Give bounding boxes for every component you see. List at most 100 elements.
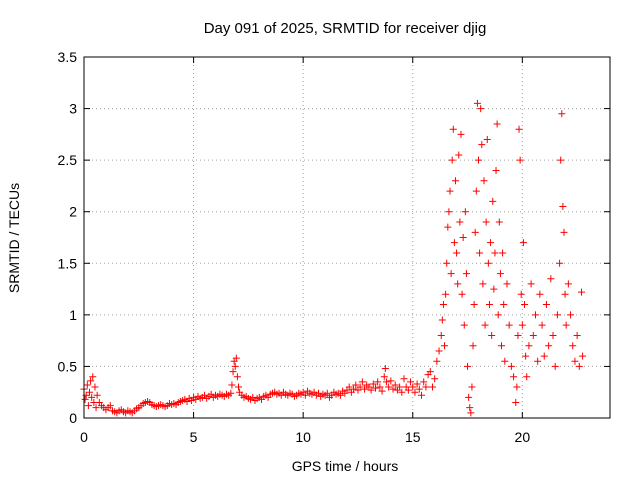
data-point [426,368,434,376]
data-point [453,249,461,257]
x-tick-label: 15 [405,429,421,445]
data-point [385,383,393,391]
data-point [516,156,524,164]
data-point [84,402,92,410]
data-point [228,381,236,389]
data-point [468,383,476,391]
data-point [387,377,395,385]
data-point [551,362,559,370]
data-point [361,385,369,393]
data-point [564,280,572,288]
data-point [472,187,480,195]
data-point [233,373,241,381]
data-point [556,259,564,267]
data-point [437,331,445,339]
data-point [459,234,467,241]
data-point [391,381,399,389]
data-point [466,404,474,412]
data-point [396,383,404,391]
data-point [487,239,495,247]
y-tick-label: 3 [69,101,77,117]
data-point [507,362,515,370]
data-point [538,321,546,329]
y-tick-label: 0 [69,410,77,426]
x-tick-label: 10 [295,429,311,445]
data-point [457,130,465,138]
data-point [513,383,521,391]
data-point [523,373,531,381]
data-point [562,321,570,329]
data-point [413,380,421,388]
data-point [227,389,235,397]
data-point [433,357,441,365]
y-tick-label: 3.5 [58,49,78,65]
data-point [443,259,451,267]
data-point [545,342,553,350]
data-point [549,331,557,339]
data-point [381,364,389,372]
data-point [460,321,468,329]
data-point [336,391,344,399]
data-point [409,383,417,391]
data-point [525,342,533,350]
data-point [505,321,513,329]
data-point [501,357,509,365]
data-point [446,187,454,195]
data-point [500,301,508,309]
data-point [350,385,358,393]
data-point [553,311,561,319]
data-point [435,347,443,355]
data-point [467,409,475,417]
data-point [492,166,500,174]
data-point [92,404,100,412]
data-point [521,301,529,309]
data-point [407,378,415,386]
data-point [499,249,507,257]
data-point [547,275,555,283]
data-point [451,177,459,185]
chart-title: Day 091 of 2025, SRMTID for receiver dji… [204,20,487,37]
data-point [471,228,479,236]
data-point [356,383,364,391]
data-point [231,362,239,370]
data-point [510,373,518,381]
data-point [358,378,366,386]
data-point [536,290,544,298]
data-point [345,383,353,391]
y-axis-label: SRMTID / TECUs [6,183,22,293]
data-point [559,203,567,211]
data-point [494,311,502,319]
data-point [476,249,484,257]
data-point [462,270,470,278]
data-point [475,156,482,164]
data-point [461,208,469,216]
data-point [447,270,455,278]
data-point [534,357,542,365]
data-point [517,290,525,298]
data-point [301,391,309,399]
data-point [540,352,548,360]
data-point [575,362,583,370]
data-point [442,290,450,298]
x-tick-label: 20 [515,429,531,445]
data-point [482,218,490,226]
data-point [389,385,397,393]
data-point [529,331,537,339]
data-point [558,110,566,118]
data-point [106,402,114,410]
data-point [439,301,447,309]
data-point [470,301,478,309]
data-point [518,321,526,329]
data-point [81,395,89,403]
data-point [560,228,568,236]
data-point [411,388,419,396]
data-point [380,373,388,381]
data-point [371,384,379,392]
data-point [503,280,511,288]
data-point [374,378,382,386]
data-point [561,290,569,298]
data-point [85,388,93,396]
data-point [428,383,436,391]
data-point [512,399,520,407]
data-point [480,177,488,185]
